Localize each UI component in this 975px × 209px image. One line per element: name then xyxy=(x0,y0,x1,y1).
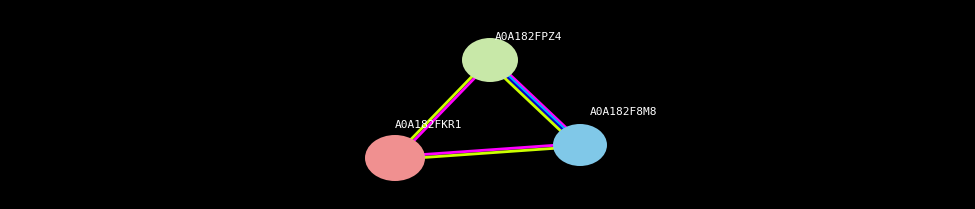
Ellipse shape xyxy=(462,38,518,82)
Ellipse shape xyxy=(553,124,607,166)
Text: A0A182FPZ4: A0A182FPZ4 xyxy=(495,32,563,42)
Text: A0A182FKR1: A0A182FKR1 xyxy=(395,120,462,130)
Ellipse shape xyxy=(365,135,425,181)
Text: A0A182F8M8: A0A182F8M8 xyxy=(590,107,657,117)
